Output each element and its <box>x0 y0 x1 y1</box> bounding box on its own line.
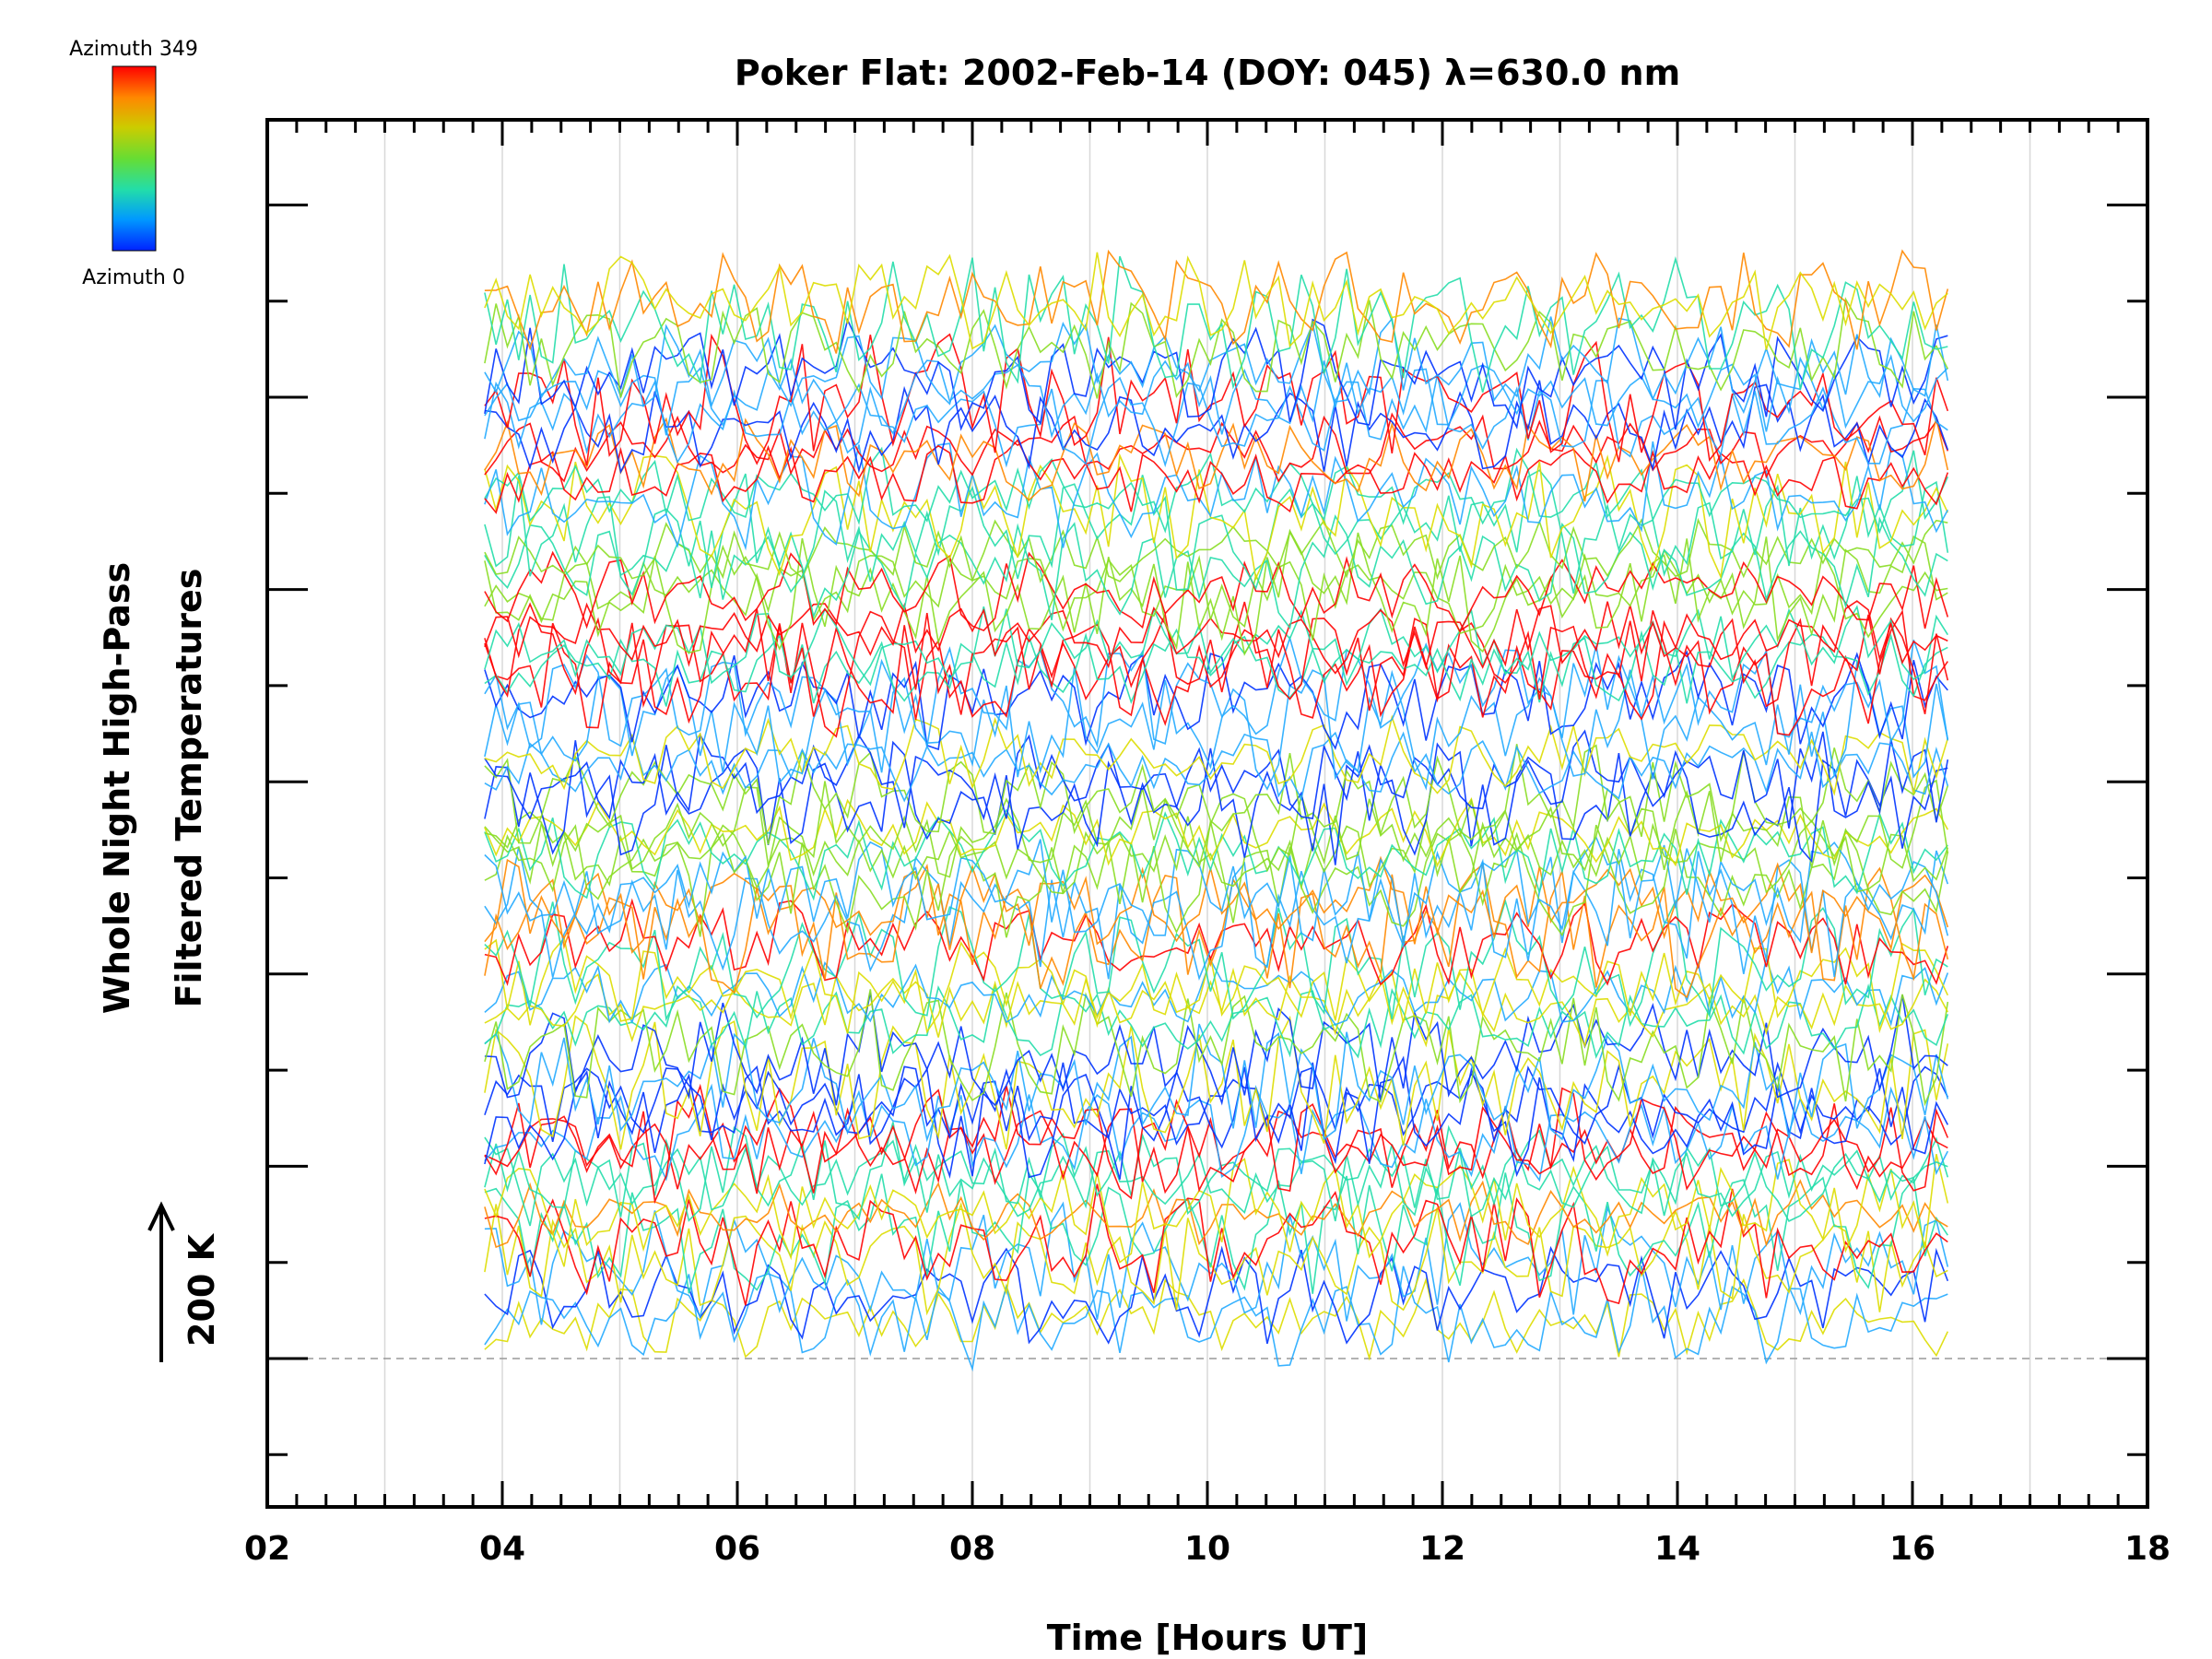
series-line <box>484 660 1949 791</box>
plot-frame <box>265 118 2149 1509</box>
series-line <box>484 517 1948 583</box>
series-line <box>484 729 1949 829</box>
series-line <box>484 1277 1949 1361</box>
series-line <box>484 252 1948 350</box>
series-line <box>484 898 1948 1028</box>
x-tick-label: 06 <box>714 1530 760 1568</box>
series-line <box>484 846 1949 981</box>
series-line <box>484 1023 1949 1143</box>
series-line <box>484 446 1949 535</box>
x-axis-title: Time [Hours UT] <box>1047 1618 1369 1658</box>
series-line <box>484 628 1948 707</box>
series-line <box>484 714 1949 796</box>
series-lines <box>484 249 1949 1372</box>
x-tick-label: 14 <box>1654 1530 1700 1568</box>
series-line <box>484 796 1949 868</box>
x-tick-label: 18 <box>2124 1530 2171 1568</box>
y-axis-title-line2: Filtered Temperatures <box>169 569 209 1008</box>
series-line <box>484 779 1949 878</box>
x-tick-label: 02 <box>244 1530 290 1568</box>
series-line <box>484 816 1949 895</box>
series-line <box>484 898 1949 986</box>
series-line <box>484 249 1949 354</box>
series-line <box>484 989 1949 1107</box>
series-line <box>484 855 1949 954</box>
series-line <box>484 635 1949 749</box>
series-line <box>484 1132 1949 1218</box>
series-line <box>484 374 1948 468</box>
series-line <box>484 412 1949 483</box>
y-axis-title-line1: Whole Night High-Pass <box>97 562 137 1014</box>
series-line <box>484 983 1949 1059</box>
series-line <box>484 835 1949 944</box>
series-line <box>484 744 1949 845</box>
series-line <box>484 1083 1949 1205</box>
x-tick-label: 08 <box>949 1530 995 1568</box>
x-tick-label: 16 <box>1889 1530 1936 1568</box>
x-tick-label: 04 <box>479 1530 525 1568</box>
series-line <box>484 441 1949 551</box>
series-line <box>484 1265 1948 1372</box>
series-line <box>484 453 1949 582</box>
series-line <box>484 317 1948 431</box>
x-tick-labels: 02 04 06 08 10 12 14 16 18 <box>244 1530 2171 1568</box>
series-line <box>484 1055 1949 1180</box>
series-line <box>484 601 1949 717</box>
series-line <box>484 550 1949 633</box>
series-line <box>484 605 1948 687</box>
series-line <box>484 609 1948 738</box>
series-line <box>484 808 1948 901</box>
series-line <box>484 863 1949 999</box>
series-line <box>484 820 1949 938</box>
series-line <box>484 1103 1948 1195</box>
series-line <box>484 316 1949 415</box>
series-line <box>484 514 1948 630</box>
series-line <box>484 297 1949 399</box>
series-line <box>484 936 1949 1034</box>
series-line <box>484 417 1949 502</box>
series-line <box>484 1245 1949 1345</box>
series-line <box>484 1154 1949 1267</box>
series-line <box>484 1122 1948 1227</box>
series-line <box>484 354 1948 439</box>
chart-title: Poker Flat: 2002-Feb-14 (DOY: 045) λ=630… <box>735 53 1680 93</box>
series-line <box>484 1083 1949 1182</box>
series-line <box>484 528 1948 656</box>
colorbar-top-label: Azimuth 349 <box>69 38 198 61</box>
series-line <box>484 548 1948 641</box>
colorbar-bottom-label: Azimuth 0 <box>82 266 185 289</box>
scale-label: 200 K <box>182 1232 222 1347</box>
colorbar <box>112 65 157 252</box>
x-tick-label: 10 <box>1184 1530 1230 1568</box>
series-line <box>484 600 1948 675</box>
series-line <box>484 1183 1948 1306</box>
scale-arrow <box>147 1201 175 1362</box>
x-tick-label: 12 <box>1419 1530 1465 1568</box>
